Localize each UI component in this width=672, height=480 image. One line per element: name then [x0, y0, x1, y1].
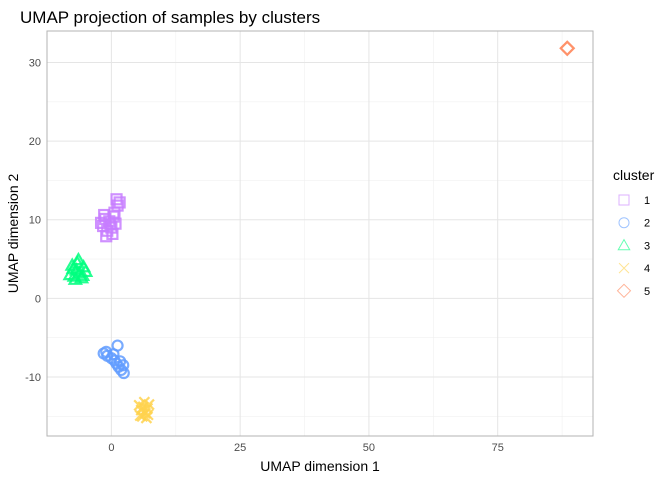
- y-tick-label: 10: [29, 215, 41, 227]
- y-tick-label: 0: [35, 293, 41, 305]
- cluster-2-point: [114, 355, 127, 368]
- cluster-5-points: [559, 40, 576, 57]
- cluster-1-points: [94, 193, 126, 243]
- legend-key-cluster-2: [618, 217, 630, 229]
- cluster-3-point: [70, 251, 87, 266]
- cluster-5-point: [559, 40, 576, 57]
- x-axis-ticks: 0 25 50 75: [108, 442, 504, 454]
- cluster-3-point: [66, 268, 82, 282]
- legend-label-cluster-3: 3: [644, 240, 650, 252]
- legend-label-cluster-5: 5: [644, 286, 650, 298]
- cluster-1-point: [110, 193, 123, 206]
- cluster-4-point: [140, 412, 153, 424]
- chart-title: UMAP projection of samples by clusters: [20, 8, 320, 27]
- y-tick-label: 20: [29, 136, 41, 148]
- x-axis-title: UMAP dimension 1: [260, 458, 380, 474]
- legend-key-cluster-3: [617, 238, 631, 251]
- cluster-3-points: [62, 251, 94, 285]
- y-axis-title: UMAP dimension 2: [5, 174, 21, 294]
- legend-key-cluster-4: [618, 262, 630, 274]
- x-tick-label: 25: [234, 442, 246, 454]
- x-tick-label: 75: [492, 442, 504, 454]
- cluster-4-point: [138, 396, 151, 408]
- cluster-4-point: [142, 408, 154, 421]
- cluster-2-point: [100, 345, 113, 358]
- cluster-4-points: [133, 396, 155, 424]
- x-tick-label: 50: [363, 442, 375, 454]
- cluster-2-point: [107, 348, 120, 361]
- cluster-1-point: [98, 208, 111, 222]
- cluster-2-points: [97, 339, 130, 380]
- data-points: [62, 40, 576, 424]
- legend-label-cluster-1: 1: [644, 195, 650, 207]
- y-axis-ticks: -10 0 10 20 30: [25, 57, 41, 384]
- legend-title: cluster: [613, 167, 655, 183]
- cluster-1-point: [111, 199, 124, 212]
- cluster-2-point: [117, 366, 130, 380]
- legend-key-cluster-5: [616, 283, 632, 299]
- cluster-1-point: [104, 218, 117, 231]
- legend-label-cluster-2: 2: [644, 218, 650, 230]
- cluster-1-point: [100, 230, 113, 243]
- cluster-3-point: [74, 267, 91, 281]
- legend-key-cluster-1: [618, 194, 630, 206]
- legend: cluster 1 2 3 4 5: [613, 167, 655, 299]
- panel-border: [46, 30, 594, 437]
- legend-label-cluster-4: 4: [644, 263, 650, 275]
- y-tick-label: -10: [25, 372, 41, 384]
- x-tick-label: 0: [108, 442, 114, 454]
- y-tick-label: 30: [29, 57, 41, 69]
